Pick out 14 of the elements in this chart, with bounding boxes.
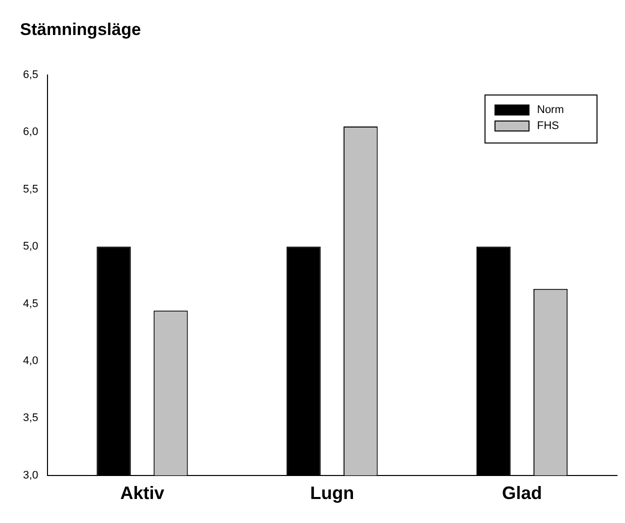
y-tick-label: 4,0 bbox=[22, 355, 38, 368]
y-tick-label: 3,5 bbox=[22, 412, 38, 424]
x-tick-label: Lugn bbox=[310, 483, 354, 504]
y-tick-label: 4,5 bbox=[22, 298, 38, 310]
y-tick-label: 5,5 bbox=[22, 183, 38, 196]
y-tick-label: 5,0 bbox=[22, 240, 38, 253]
legend-label: Norm bbox=[537, 104, 564, 116]
x-tick-label: Glad bbox=[502, 483, 542, 504]
x-tick-label: Aktiv bbox=[120, 483, 164, 504]
chart-title: Stämningsläge bbox=[20, 20, 141, 40]
y-tick-label: 6,5 bbox=[22, 69, 38, 82]
y-tick-label: 3,0 bbox=[22, 469, 38, 482]
legend-label: FHS bbox=[537, 120, 559, 132]
y-tick-label: 6,0 bbox=[22, 126, 38, 138]
